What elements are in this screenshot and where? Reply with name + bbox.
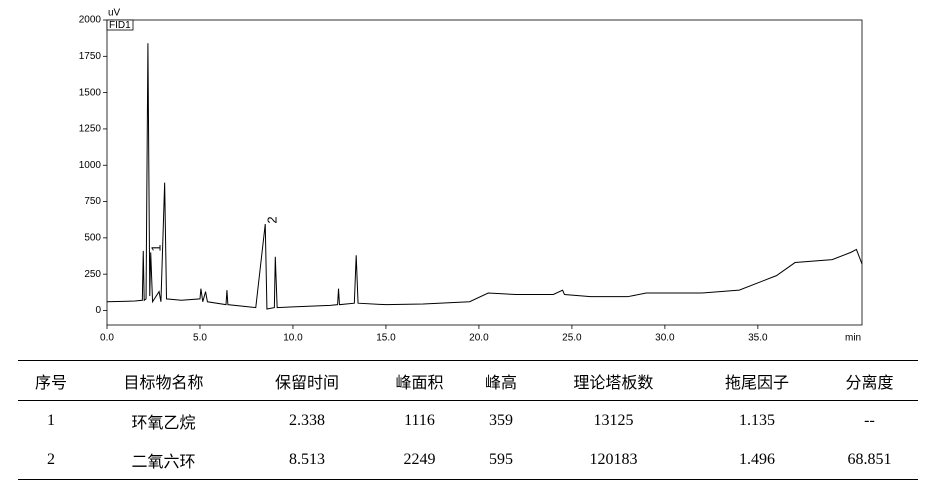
table-cell: 二氧六环 <box>131 453 196 471</box>
x-tick-label: 35.0 <box>748 333 768 344</box>
x-tick-label: 30.0 <box>655 333 675 344</box>
column-header: 拖尾因子 <box>724 374 789 392</box>
column-header: 理论塔板数 <box>573 374 654 392</box>
y-tick-label: 1750 <box>79 51 102 62</box>
detector-box <box>106 19 134 31</box>
table-cell: 8.513 <box>288 450 325 468</box>
table-cell: 1.135 <box>738 411 775 429</box>
table-cell: 2 <box>46 450 55 468</box>
y-tick-label: 1500 <box>79 87 102 98</box>
column-header: 序号 <box>34 374 67 392</box>
y-tick-label: 1250 <box>79 124 102 135</box>
x-tick-label: 5.0 <box>193 333 207 344</box>
table-cell: 2.338 <box>288 411 325 429</box>
table-row: 2 二氧六环 8.513 2249 595 120183 1.496 68.851 <box>18 440 918 480</box>
y-tick-label: 500 <box>84 232 101 243</box>
y-tick-label: 0 <box>95 305 101 316</box>
table-cell: 120183 <box>589 450 638 468</box>
results-table: 序号 目标物名称 保留时间 峰面积 峰高 理论塔板数 拖尾因子 分离度 1 环氧乙烷 2.338 1… <box>18 360 918 480</box>
y-axis-label: uV <box>108 8 121 19</box>
x-tick-label: 25.0 <box>562 333 582 344</box>
table-cell: 68.851 <box>847 450 892 468</box>
table-cell: 1116 <box>404 411 435 429</box>
x-tick-label: 10.0 <box>283 333 303 344</box>
table-cell: 2249 <box>403 450 436 468</box>
x-axis-label: min <box>845 333 861 344</box>
peak-label: 2 <box>264 216 279 223</box>
x-tick-label: 0.0 <box>100 333 114 344</box>
column-header: 保留时间 <box>274 374 339 392</box>
table-cell: 359 <box>488 411 513 429</box>
table-cell: 环氧乙烷 <box>131 414 196 432</box>
y-tick-label: 2000 <box>79 15 102 26</box>
header-row: 序号 目标物名称 保留时间 峰面积 峰高 理论塔板数 拖尾因子 分离度 <box>18 360 918 401</box>
table-body: 1 环氧乙烷 2.338 1116 359 13125 1.135 -- 2 二氧六环 8.513 2… <box>18 401 918 480</box>
detector-label: FID1 <box>109 20 131 31</box>
x-tick-label: 15.0 <box>376 333 396 344</box>
column-header: 分离度 <box>845 374 894 392</box>
column-header: 峰面积 <box>395 374 444 392</box>
y-tick-label: 250 <box>84 269 101 280</box>
table-cell: 1.496 <box>738 450 775 468</box>
x-tick-label: 20.0 <box>469 333 489 344</box>
chart: uV min FID1 1 2 0 250 500 750 1000 1250 1500 17… <box>79 8 863 344</box>
table-cell: 13125 <box>593 411 634 429</box>
table-cell: 1 <box>46 411 55 429</box>
column-header: 目标物名称 <box>123 374 204 392</box>
column-header: 峰高 <box>484 374 517 392</box>
table-cell: -- <box>864 411 875 429</box>
table-row: 1 环氧乙烷 2.338 1116 359 13125 1.135 -- <box>18 401 918 441</box>
chromatogram-line <box>106 43 863 310</box>
y-tick-label: 750 <box>84 196 101 207</box>
table-cell: 595 <box>488 450 513 468</box>
y-tick-label: 1000 <box>79 160 102 171</box>
peak-label: 1 <box>148 244 163 251</box>
plot-frame <box>106 19 863 326</box>
